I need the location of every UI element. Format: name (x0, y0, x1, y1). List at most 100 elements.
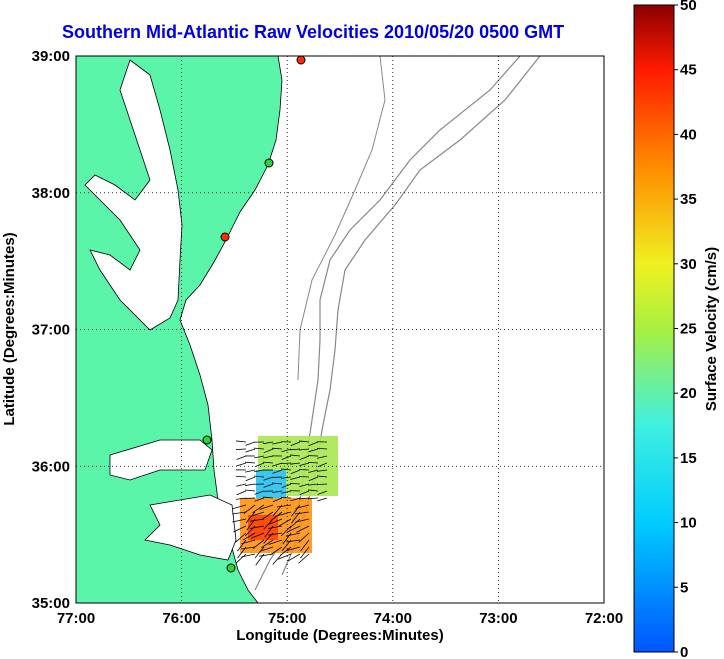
velocity-arrow (281, 490, 292, 494)
velocity-arrow (281, 476, 292, 479)
colorbar-tick-label: 20 (680, 385, 697, 402)
velocity-arrow (235, 475, 247, 478)
y-axis-label: Latitude (Degrees:Minutes) (1, 232, 18, 425)
velocity-arrow (250, 532, 265, 539)
x-axis-label: Longitude (Degrees:Minutes) (236, 627, 444, 644)
velocity-arrow (295, 504, 310, 509)
velocity-arrow (286, 546, 301, 552)
velocity-arrow (290, 448, 301, 451)
velocity-arrow (263, 455, 274, 459)
station-marker (296, 56, 306, 65)
velocity-arrow (263, 448, 274, 454)
bathymetry-contour (281, 56, 541, 576)
velocity-arrow (245, 483, 256, 486)
x-tick-label: 75:00 (268, 610, 306, 627)
velocity-arrow (308, 448, 319, 453)
x-tick-label: 77:00 (57, 610, 95, 627)
map-grid (76, 56, 604, 603)
station-marker (220, 232, 230, 242)
velocity-arrow (272, 441, 283, 445)
velocity-arrow (241, 539, 256, 545)
velocity-arrow (290, 497, 301, 502)
velocity-arrow (232, 518, 247, 523)
velocity-arrow (233, 525, 247, 533)
velocity-arrow (317, 462, 328, 468)
velocity-arrow (290, 454, 301, 457)
velocity-arrow (235, 448, 247, 450)
velocity-arrow (280, 462, 292, 465)
velocity-arrow (290, 469, 301, 475)
velocity-arrow (308, 483, 319, 486)
colorbar-tick-label: 5 (680, 579, 688, 596)
velocity-arrow (235, 532, 247, 543)
map-title: Southern Mid-Atlantic Raw Velocities 201… (62, 22, 565, 42)
velocity-arrow (261, 511, 274, 521)
velocity-arrow (245, 476, 256, 482)
y-tick-label: 37:00 (32, 322, 70, 339)
station-marker (264, 158, 274, 168)
y-tick-label: 35:00 (32, 595, 70, 612)
colorbar-tick-label: 25 (680, 321, 697, 338)
velocity-arrow (232, 504, 247, 510)
velocity-arrow (286, 532, 301, 537)
velocity-arrow (245, 441, 256, 446)
velocity-arrow (245, 511, 256, 524)
velocity-arrow (237, 539, 247, 552)
velocity-arrow (289, 482, 301, 485)
velocity-arrow (316, 447, 328, 450)
velocity-arrow (300, 546, 310, 559)
velocity-vectors (232, 440, 328, 566)
velocity-arrow (245, 461, 256, 464)
colorbar-tick-label: 0 (680, 644, 688, 659)
velocity-arrow (299, 448, 310, 451)
x-tick-label: 74:00 (374, 610, 412, 627)
velocity-arrow (263, 461, 274, 464)
velocity-arrow (250, 511, 265, 517)
velocity-arrow (291, 504, 301, 517)
chesapeake-bay (84, 59, 183, 331)
velocity-arrow (281, 455, 292, 460)
velocity-arrow (287, 525, 301, 533)
velocity-arrow (281, 448, 292, 453)
velocity-arrow (299, 490, 310, 496)
velocity-arrow (259, 504, 274, 510)
colorbar (633, 4, 675, 653)
velocity-arrow (295, 511, 310, 515)
velocity-arrow (290, 476, 301, 480)
velocity-arrow (277, 511, 292, 517)
velocity-arrow (268, 539, 283, 545)
velocity-arrow (308, 441, 319, 446)
velocity-arrow (232, 511, 247, 515)
velocity-arrow (287, 553, 301, 562)
velocity-arrow (281, 468, 292, 471)
velocity-arrow (290, 441, 301, 446)
velocity-arrow (263, 476, 274, 481)
y-tick-label: 36:00 (32, 458, 70, 475)
velocity-arrow (236, 483, 247, 487)
velocity-arrow (241, 553, 256, 558)
velocity-arrow (278, 518, 292, 527)
velocity-arrow (280, 496, 292, 499)
colorbar-tick-label: 40 (680, 126, 697, 143)
velocity-arrow (236, 462, 247, 467)
velocity-arrow (299, 497, 310, 500)
velocity-arrow (299, 462, 310, 467)
velocity-arrow (263, 518, 274, 530)
velocity-arrow (317, 475, 328, 478)
velocity-arrow (236, 455, 247, 460)
velocity-arrow (268, 532, 283, 536)
velocity-arrow (300, 539, 310, 552)
velocity-arrow (272, 447, 283, 450)
velocity-arrow (254, 497, 265, 502)
y-tick-label: 39:00 (32, 48, 70, 65)
velocity-arrow (298, 553, 310, 564)
velocity-arrow (307, 461, 319, 464)
velocity-arrow (308, 469, 319, 473)
velocity-arrow (277, 553, 292, 560)
velocity-arrow (295, 518, 310, 523)
station-marker (202, 435, 212, 445)
pamlico-sound (144, 494, 237, 561)
velocity-arrow (254, 447, 265, 450)
